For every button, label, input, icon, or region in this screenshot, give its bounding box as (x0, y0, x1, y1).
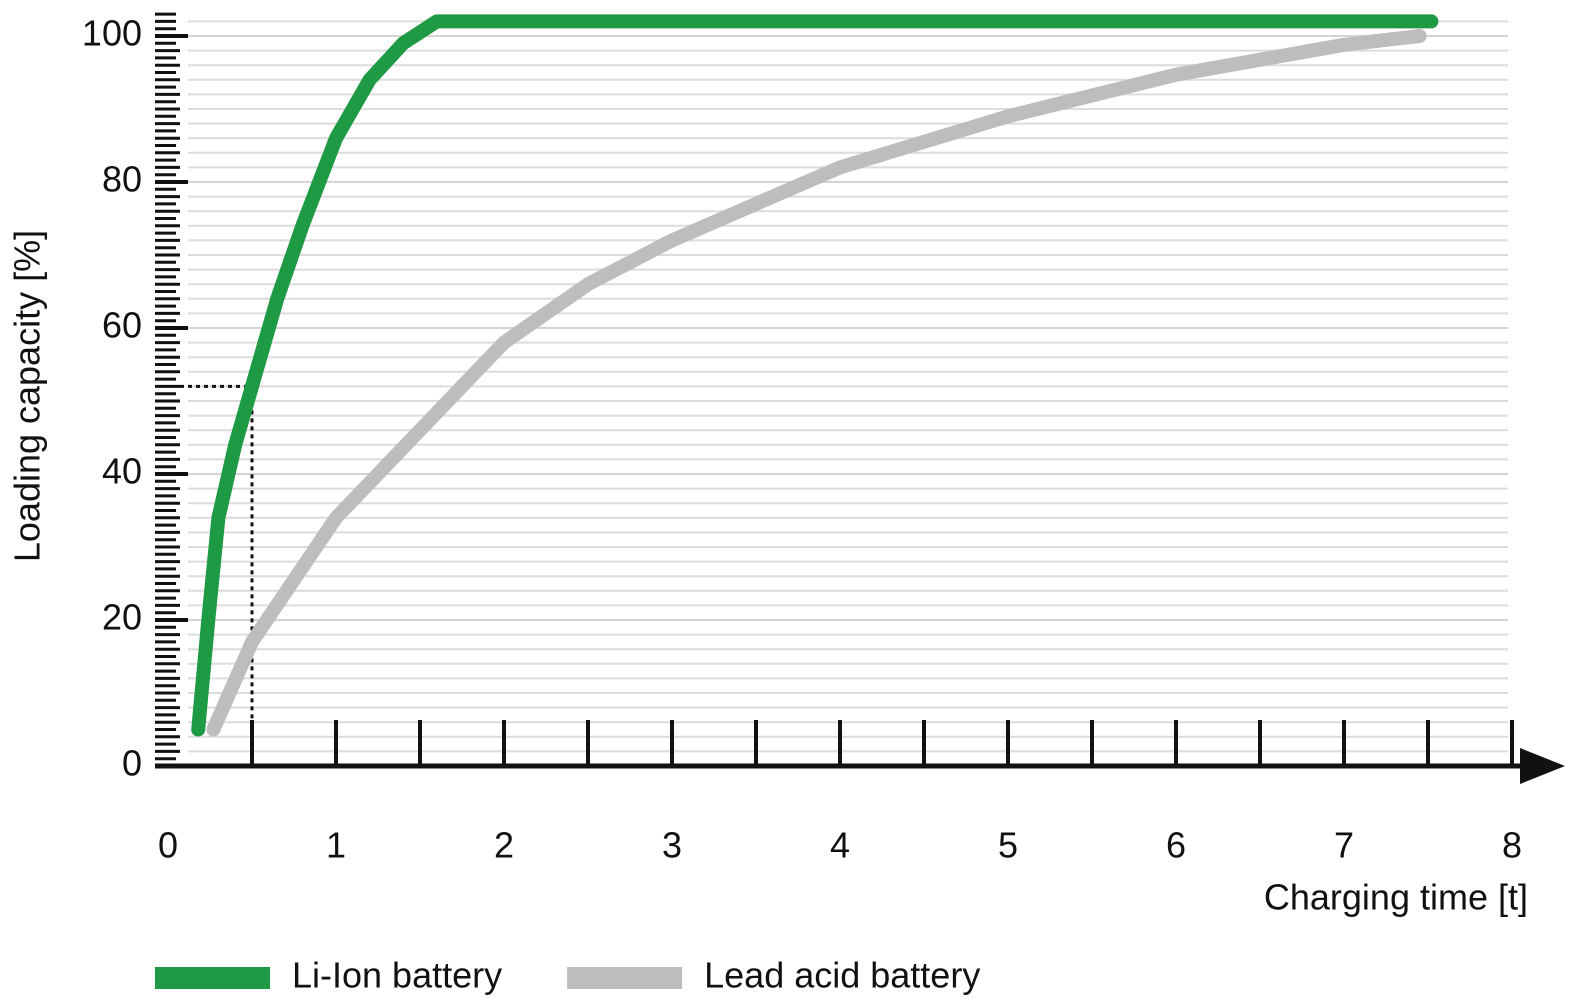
x-tick-label: 2 (494, 825, 514, 866)
x-tick-label: 0 (158, 825, 178, 866)
x-tick-label: 5 (998, 825, 1018, 866)
series-line (206, 29, 1427, 737)
y-tick-label: 0 (122, 743, 142, 784)
y-tick-label: 60 (102, 305, 142, 346)
y-axis-label: Loading capacity [%] (7, 230, 48, 562)
series-line (191, 14, 1439, 737)
legend-label: Lead acid battery (704, 955, 980, 996)
x-tick-label: 6 (1166, 825, 1186, 866)
axes: 0 20 40 60 80 100 0 1 2 3 4 5 6 7 8 (82, 13, 1565, 866)
x-tick-label: 3 (662, 825, 682, 866)
x-axis-arrow (1520, 748, 1565, 784)
x-tick-label: 1 (326, 825, 346, 866)
grid (188, 20, 1508, 753)
legend: Li-Ion battery Lead acid battery (155, 955, 980, 996)
x-tick-label: 8 (1502, 825, 1522, 866)
y-tick-label: 40 (102, 451, 142, 492)
y-tick-label: 20 (102, 597, 142, 638)
x-tick-label: 7 (1334, 825, 1354, 866)
x-axis-label: Charging time [t] (1264, 877, 1528, 918)
y-tick-label: 100 (82, 13, 142, 54)
x-tick-label: 4 (830, 825, 850, 866)
legend-label: Li-Ion battery (292, 955, 502, 996)
plot-area (180, 14, 1439, 766)
y-tick-label: 80 (102, 159, 142, 200)
